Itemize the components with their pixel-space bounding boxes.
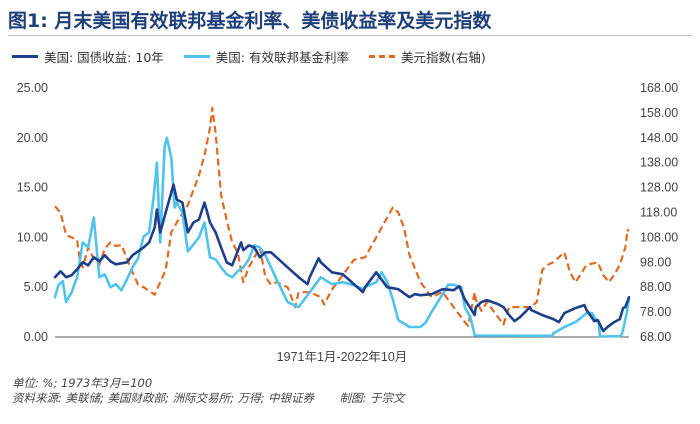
series-line-treasury-10y [53, 183, 631, 333]
legend-label-fedfunds: 美国: 有效联邦基金利率 [215, 49, 349, 65]
legend-swatch-fedfunds [183, 54, 210, 58]
chart-notes: 单位: %; 1973年3月=100 资料来源: 美联储; 美国财政部; 洲际交… [12, 376, 405, 406]
y-left-tick-label: 20.00 [17, 131, 48, 145]
y-left-tick-label: 0.00 [24, 330, 48, 344]
legend-item-fedfunds: 美国: 有效联邦基金利率 [183, 47, 349, 66]
chart-legend: 美国: 国债收益: 10年 美国: 有效联邦基金利率 美元指数(右轴) [12, 46, 506, 66]
y-right-tick-label: 68.00 [640, 330, 671, 344]
y-left-tick-label: 25.00 [17, 81, 48, 95]
legend-swatch-treasury [12, 54, 38, 58]
y-right-tick-label: 118.00 [640, 206, 677, 220]
y-left-tick-label: 10.00 [17, 230, 48, 244]
y-right-tick-label: 128.00 [640, 181, 678, 195]
title-divider [8, 35, 692, 36]
line-chart: 25.00 20.00 15.00 10.00 5.00 0.00 168.00 158.00… [17, 81, 679, 364]
legend-swatch-dxy [368, 54, 395, 58]
unit-note: 单位: %; 1973年3月=100 [12, 376, 153, 390]
legend-item-dxy: 美元指数(右轴) [368, 47, 486, 66]
y-right-tick-label: 158.00 [640, 106, 678, 120]
legend-label-treasury: 美国: 国债收益: 10年 [44, 49, 164, 65]
y-left-tick-label: 5.00 [24, 280, 48, 294]
legend-item-treasury: 美国: 国债收益: 10年 [12, 47, 164, 66]
y-left-tick-label: 15.00 [17, 181, 48, 195]
y-right-tick-label: 78.00 [640, 305, 671, 319]
y-right-tick-label: 148.00 [640, 131, 678, 145]
legend-label-dxy: 美元指数(右轴) [400, 49, 486, 65]
y-right-tick-label: 98.00 [640, 255, 671, 269]
source-note: 资料来源: 美联储; 美国财政部; 洲际交易所; 万得; 中银证券 制图: 于宗… [12, 391, 405, 406]
y-right-tick-label: 108.00 [640, 230, 678, 244]
y-right-tick-label: 168.00 [640, 81, 678, 95]
y-right-tick-label: 88.00 [640, 280, 671, 294]
y-right-tick-label: 138.00 [640, 156, 678, 170]
chart-title: 图1: 月末美国有效联邦基金利率、美债收益率及美元指数 [8, 10, 492, 32]
author-text: 制图: 于宗文 [339, 391, 405, 405]
series-line-fed-funds [53, 136, 631, 338]
series-line-dollar-index [54, 106, 630, 327]
source-text: 资料来源: 美联储; 美国财政部; 洲际交易所; 万得; 中银证券 [12, 391, 315, 405]
x-axis-label: 1971年1月-2022年10月 [277, 350, 408, 364]
